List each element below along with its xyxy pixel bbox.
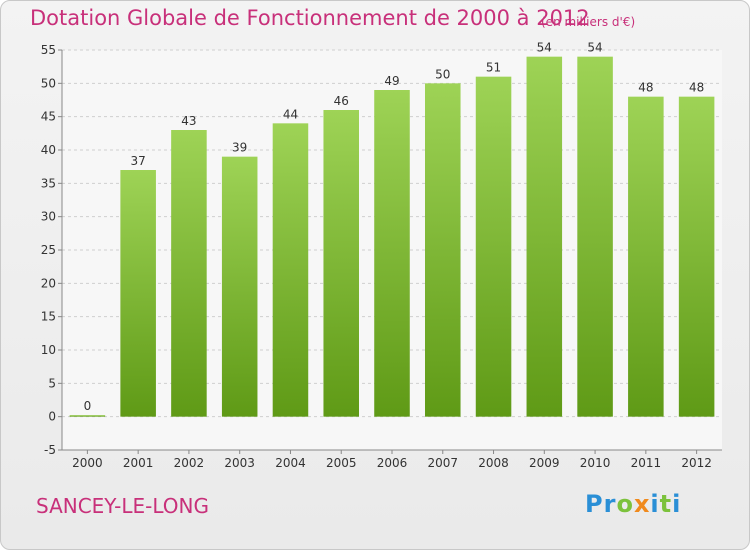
bar-value-label: 48 [689,81,704,95]
proxiti-logo: Proxiti [585,490,681,518]
y-tick-label: 35 [41,176,56,190]
bar [171,130,207,417]
bar [221,156,258,417]
bar-value-label: 54 [587,41,602,55]
y-tick-label: 10 [41,343,56,357]
x-tick-label: 2001 [123,456,154,470]
x-tick-label: 2010 [580,456,611,470]
bar [425,83,461,417]
logo-letter: x [633,490,651,518]
x-tick-label: 2005 [326,456,357,470]
logo-letter: i [650,490,660,518]
bar-value-label: 43 [181,114,196,128]
logo-letter: i [672,490,682,518]
bar [69,415,106,417]
x-tick-label: 2011 [631,456,662,470]
y-tick-label: 5 [48,376,56,390]
bar-value-label: 49 [384,74,399,88]
y-tick-label: 50 [41,76,56,90]
bar-value-label: 46 [334,94,349,108]
bar-value-label: 48 [638,81,653,95]
bar-value-label: 39 [232,141,247,155]
bar [577,56,613,417]
chart-subtitle: (en milliers d'€) [541,15,636,29]
y-tick-label: -5 [44,443,56,457]
bar [272,123,309,417]
bar-value-label: 0 [84,399,92,413]
x-tick-label: 2002 [174,456,205,470]
bar-value-label: 50 [435,67,450,81]
x-tick-label: 2006 [377,456,408,470]
x-tick-label: 2008 [478,456,509,470]
x-tick-label: 2004 [275,456,306,470]
x-tick-label: 2000 [72,456,103,470]
chart-title: Dotation Globale de Fonctionnement de 20… [30,6,590,30]
logo-letter: o [616,490,634,518]
y-tick-label: 30 [41,210,56,224]
bar [526,56,563,417]
logo-letter: t [659,490,673,518]
y-tick-label: 40 [41,143,56,157]
y-tick-label: 0 [48,410,56,424]
bar [374,90,410,417]
bar [323,110,359,417]
logo-letter: P [585,490,604,518]
bar [120,170,156,417]
bar-value-label: 37 [131,154,146,168]
x-tick-label: 2012 [681,456,712,470]
bar [475,76,512,417]
y-tick-label: 45 [41,110,56,124]
bar-value-label: 51 [486,61,501,75]
y-tick-label: 20 [41,276,56,290]
y-tick-label: 15 [41,310,56,324]
bar-value-label: 44 [283,107,298,121]
logo-letter: r [603,490,617,518]
bar-value-label: 54 [537,41,552,55]
y-tick-label: 25 [41,243,56,257]
x-tick-label: 2007 [427,456,458,470]
y-tick-label: 55 [41,43,56,57]
commune-name: SANCEY-LE-LONG [36,494,209,518]
x-tick-label: 2003 [224,456,255,470]
x-tick-label: 2009 [529,456,560,470]
bar [678,96,715,417]
bar [628,96,664,417]
